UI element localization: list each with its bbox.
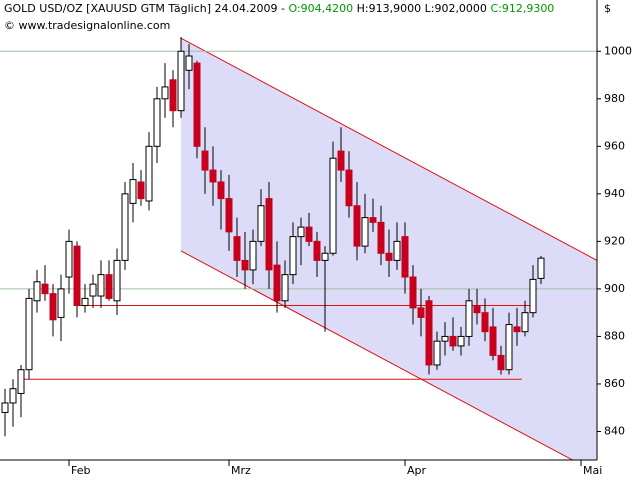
candle-body [273, 264, 281, 302]
candle-body [297, 226, 305, 238]
candle-body [185, 55, 193, 71]
candle-body [153, 98, 161, 147]
y-tick-label: 1000 [604, 44, 632, 57]
candle-body [33, 281, 41, 302]
candle-body [257, 205, 265, 242]
candle-body [449, 335, 457, 347]
candle-body [225, 198, 233, 233]
candle-body [393, 240, 401, 261]
candle-body [129, 179, 137, 204]
candle-body [289, 236, 297, 276]
candle-body [369, 217, 377, 223]
y-tick-label: 960 [604, 139, 625, 152]
candle-body [345, 169, 353, 207]
channel-line [180, 250, 574, 460]
candle-body [89, 283, 97, 297]
candle-body [241, 259, 249, 271]
candle-body [145, 145, 153, 202]
candle-body [25, 297, 33, 371]
candle-body [505, 324, 513, 371]
candle-body [513, 326, 521, 333]
candle-body [481, 312, 489, 333]
candle-body [49, 293, 57, 321]
candle-body [361, 217, 369, 247]
copyright: © www.tradesignalonline.com [4, 19, 170, 32]
y-tick-label: 940 [604, 187, 625, 200]
candle-body [401, 236, 409, 278]
candle-body [425, 300, 433, 366]
candle-body [537, 257, 545, 279]
candle-body [1, 402, 9, 413]
candle-body [73, 245, 81, 307]
candle-body [473, 305, 481, 314]
candle-body [193, 62, 201, 147]
candle-body [17, 369, 25, 394]
candle-body [321, 252, 329, 261]
candle-body [113, 259, 121, 302]
candle-body [409, 276, 417, 309]
candle-body [137, 181, 145, 200]
candle-body [433, 340, 441, 366]
y-tick-label: 840 [604, 424, 625, 437]
candle-body [121, 193, 129, 261]
candle-body [489, 326, 497, 356]
y-tick-label: 980 [604, 92, 625, 105]
candle-body [497, 354, 505, 371]
candle-body [57, 288, 65, 318]
y-tick-label: 920 [604, 234, 625, 247]
candle-body [465, 300, 473, 337]
candle-body [9, 388, 17, 404]
candle-body [217, 181, 225, 200]
candle-body [305, 226, 313, 242]
candle-body [233, 236, 241, 261]
x-tick-label: Mrz [231, 464, 251, 477]
candle-body [201, 150, 209, 171]
x-tick-label: Apr [407, 464, 427, 477]
plot-area [0, 37, 597, 460]
y-unit: $ [604, 2, 611, 15]
candle-body [81, 297, 89, 307]
x-tick-label: Feb [71, 464, 90, 477]
candle-body [161, 86, 169, 100]
candle-body [177, 50, 185, 112]
candle-body [209, 169, 217, 183]
close-label: C:912,9300 [490, 2, 554, 15]
candle-body [97, 274, 105, 297]
candle-body [337, 150, 345, 171]
header: GOLD USD/OZ [XAUUSD GTM Täglich] 24.04.2… [4, 2, 554, 15]
candle-body [41, 283, 49, 295]
symbol: GOLD USD/OZ [XAUUSD GTM Täglich] [4, 2, 211, 15]
y-tick-label: 880 [604, 329, 625, 342]
candle-body [529, 278, 537, 314]
candle-body [105, 274, 113, 299]
candle-body [385, 252, 393, 261]
candle-body [441, 335, 449, 342]
candle-body [377, 221, 385, 254]
y-tick-label: 900 [604, 282, 625, 295]
candle-body [65, 240, 73, 278]
candle-body [417, 307, 425, 318]
candle-body [353, 205, 361, 247]
candle-body [457, 335, 465, 347]
open-label: O:904,4200 [288, 2, 353, 15]
candle-body [313, 240, 321, 261]
date: 24.04.2009 [215, 2, 278, 15]
candle-body [169, 79, 177, 112]
low-label: L:902,0000 [425, 2, 487, 15]
candle-body [521, 312, 529, 333]
candle-body [265, 198, 273, 271]
channel-line [180, 37, 597, 261]
y-tick-label: 860 [604, 377, 625, 390]
high-label: H:913,9000 [357, 2, 421, 15]
candle-body [281, 274, 289, 302]
candle-body [249, 240, 257, 271]
candle-body [329, 157, 337, 254]
x-tick-label: Mai [583, 464, 602, 477]
